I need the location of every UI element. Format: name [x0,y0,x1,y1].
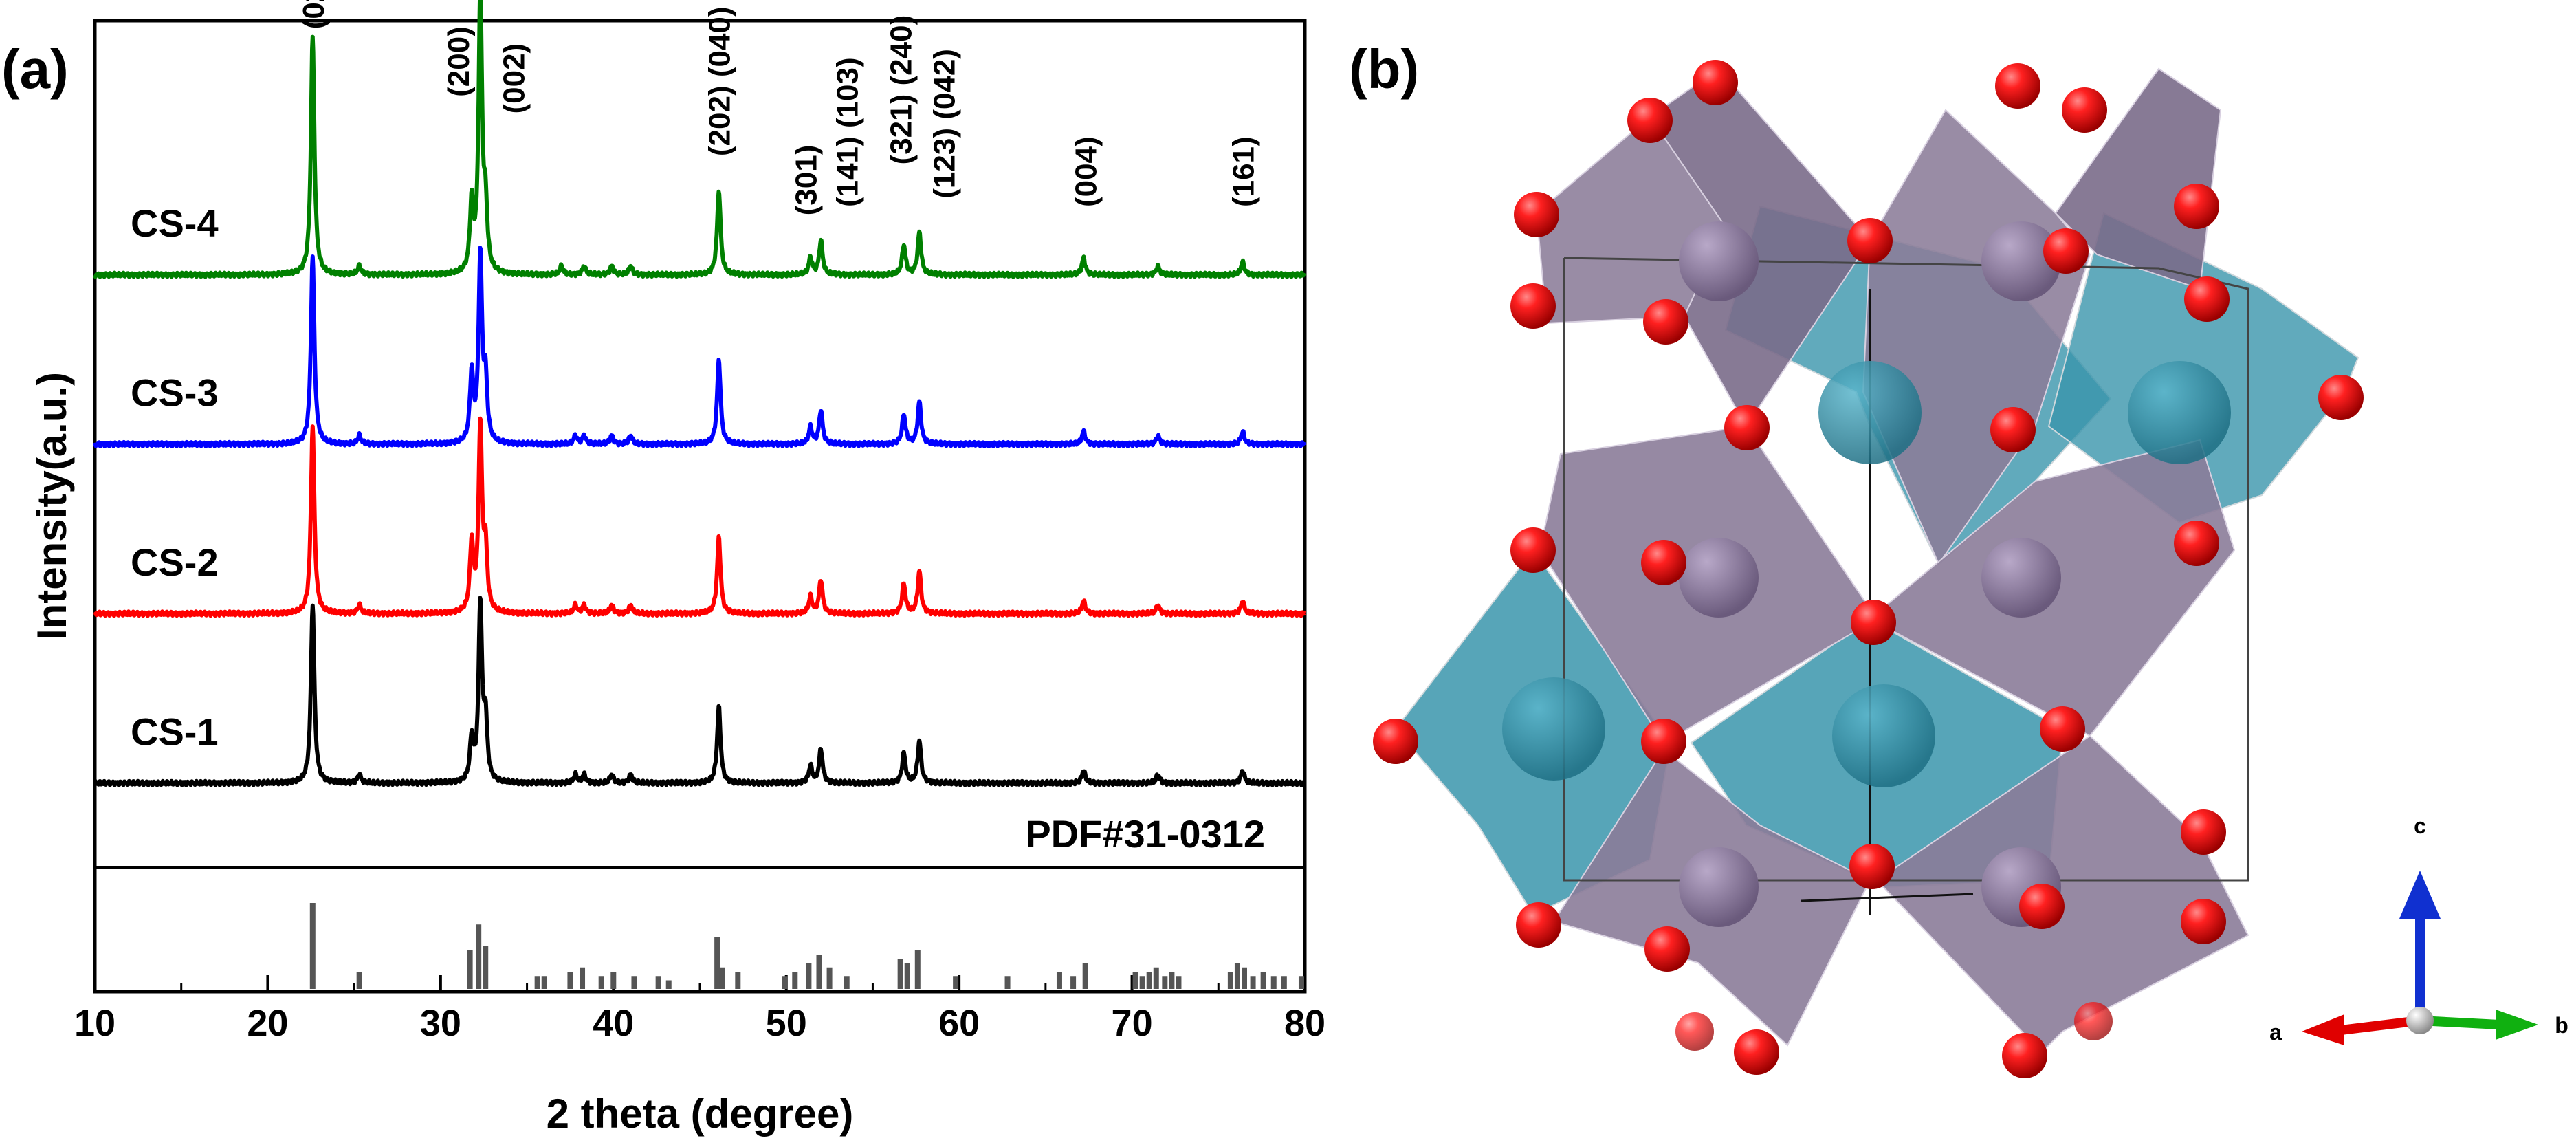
metal-atom-purple [1679,221,1759,301]
oxygen-atom [2019,884,2065,929]
oxygen-atom [2174,521,2219,566]
oxygen-atom [2040,706,2085,752]
peak-label: (123) (042) [928,49,962,199]
series-label: CS-3 [131,371,219,415]
orientation-axes: c a b [2269,814,2568,1045]
peak-label: (020) [297,0,331,29]
series-label: CS-2 [131,541,219,584]
metal-atom-blue [1502,677,1605,781]
oxygen-atom [2181,899,2226,944]
reference-lines [309,903,1304,989]
peak-label: (301) [789,145,823,216]
oxygen-atom [2318,375,2364,420]
peak-labels: (020)(121)(200)(002)(202) (040)(301)(141… [297,0,1261,215]
axis-b-arrowhead [2496,1010,2538,1040]
oxygen-atoms [1373,60,2364,1078]
metal-atom-blue [2128,361,2231,464]
axis-c-label: c [2414,814,2426,838]
metal-atom-purple [1981,538,2061,618]
peak-label: (200) [442,26,476,97]
oxygen-atom [1641,719,1686,764]
oxygen-atom [1643,299,1688,345]
series-line-cs-3 [93,246,1307,448]
oxygen-atom [2184,276,2230,322]
oxygen-atom [2043,228,2089,274]
oxygen-atom [1627,98,1673,143]
panel-label-a: (a) [1,39,69,100]
x-tick-label: 30 [420,1003,461,1044]
peak-label: (141) (103) [831,57,865,207]
x-tick-label: 10 [74,1003,115,1044]
metal-atom-purple [1981,221,2061,301]
metal-atom-purple [1679,538,1759,618]
peak-label: (161) [1226,136,1260,207]
oxygen-atom [2074,1002,2113,1040]
x-tick-label: 80 [1284,1003,1325,1044]
oxygen-atom [2062,87,2107,133]
oxygen-atom [1516,902,1561,948]
oxygen-atom [1373,719,1418,764]
series-label: CS-4 [131,201,219,245]
unit-cell-edge [1801,893,1974,902]
reference-label: PDF#31-0312 [1025,812,1265,855]
xrd-chart: 10 20 30 40 50 60 70 80 CS-1 CS-2 CS-3 CS-4 (020) (… [29,0,1325,1137]
axis-c-arrowhead [2399,871,2441,919]
oxygen-atom [2002,1033,2047,1078]
x-axis-title: 2 theta (degree) [547,1091,854,1137]
peak-label: (004) [1070,136,1103,207]
x-tick-label: 20 [247,1003,288,1044]
crystal-structure: c a b [1373,60,2568,1078]
oxygen-atom [1644,926,1690,972]
oxygen-atom [1675,1012,1714,1051]
metal-atom-purple [1679,847,1759,927]
peak-label: (202) (040) [703,6,737,156]
x-tick-label: 40 [593,1003,634,1044]
oxygen-atom [1510,527,1556,573]
series-labels: CS-1 CS-2 CS-3 CS-4 [131,201,219,753]
oxygen-atom [1990,407,2036,452]
x-tick-label: 50 [766,1003,807,1044]
oxygen-atom [1851,600,1896,645]
series-line-cs-4 [93,0,1307,279]
axis-a-arrowhead [2302,1014,2344,1045]
oxygen-atom [1734,1029,1779,1075]
series-label: CS-1 [131,710,219,753]
x-tick-label: 60 [938,1003,980,1044]
series-group [93,0,1307,787]
oxygen-atom [1724,405,1770,450]
axis-b-label: b [2555,1013,2568,1038]
oxygen-atom [1847,218,1893,263]
series-line-cs-1 [93,596,1307,787]
oxygen-atom [1995,63,2040,109]
panel-label-b: (b) [1349,39,1419,100]
series-line-cs-2 [93,416,1306,618]
metal-atom-blue [1818,361,1922,464]
peak-label: (321) (240) [885,15,918,165]
oxygen-atom [1693,60,1738,105]
oxygen-atom [2174,184,2219,229]
oxygen-atom [1510,283,1556,329]
oxygen-atom [1849,844,1895,889]
y-axis-title: Intensity(a.u.) [29,372,75,640]
x-tick-label: 70 [1112,1003,1153,1044]
oxygen-atom [1641,540,1686,585]
oxygen-atom [1514,192,1559,237]
axis-origin [2406,1007,2434,1034]
peak-label: (002) [497,43,531,114]
metal-atom-blue [1832,684,1935,787]
oxygen-atom [2181,809,2226,855]
axis-a-label: a [2269,1020,2282,1045]
